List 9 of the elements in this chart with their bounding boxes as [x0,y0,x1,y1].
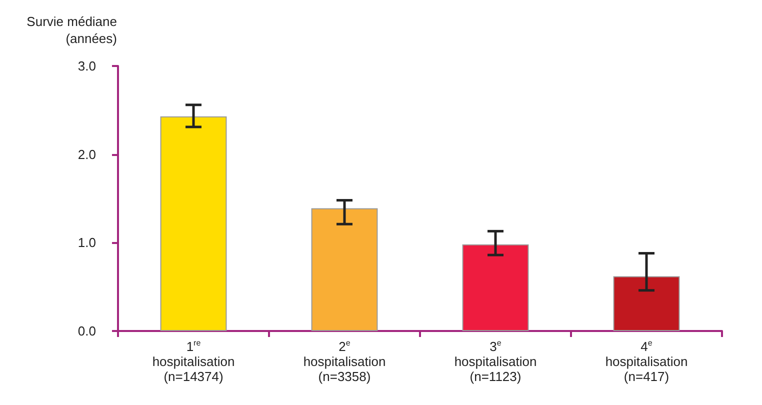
bar [613,276,680,331]
bar [311,208,378,331]
y-tick-label: 2.0 [78,146,96,162]
y-tick-label: 0.0 [78,324,96,338]
y-axis-title: Survie médiane (années) [26,14,117,46]
y-tick-label: 1.0 [78,235,96,250]
bar [462,244,529,331]
bar [160,116,227,331]
y-tick-label: 3.0 [78,58,96,74]
